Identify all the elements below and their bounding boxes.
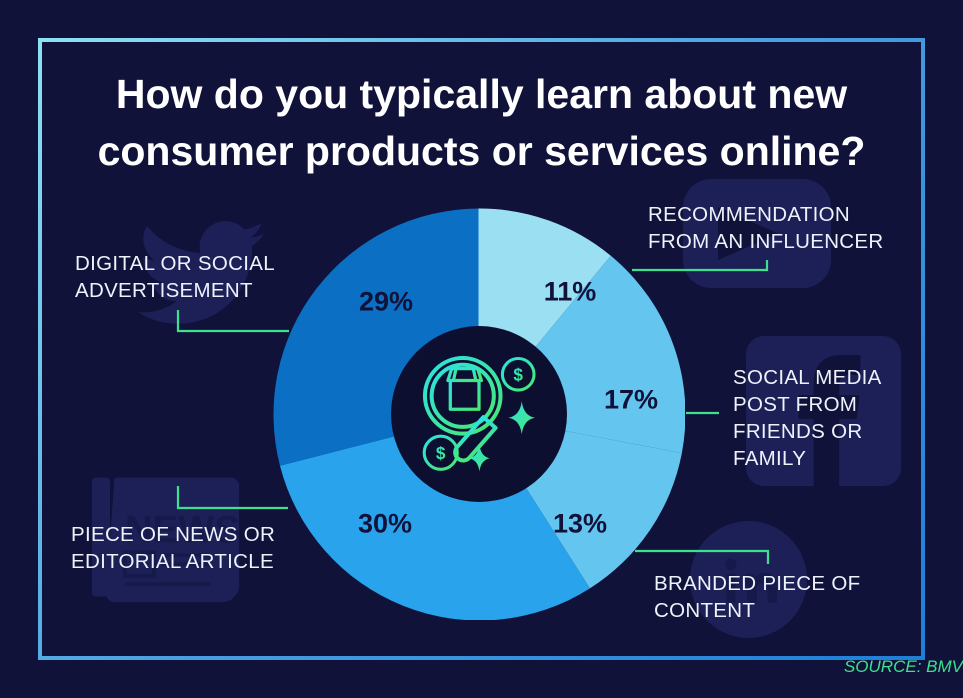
svg-text:$: $ [436, 443, 446, 463]
svg-text:$: $ [513, 365, 523, 385]
